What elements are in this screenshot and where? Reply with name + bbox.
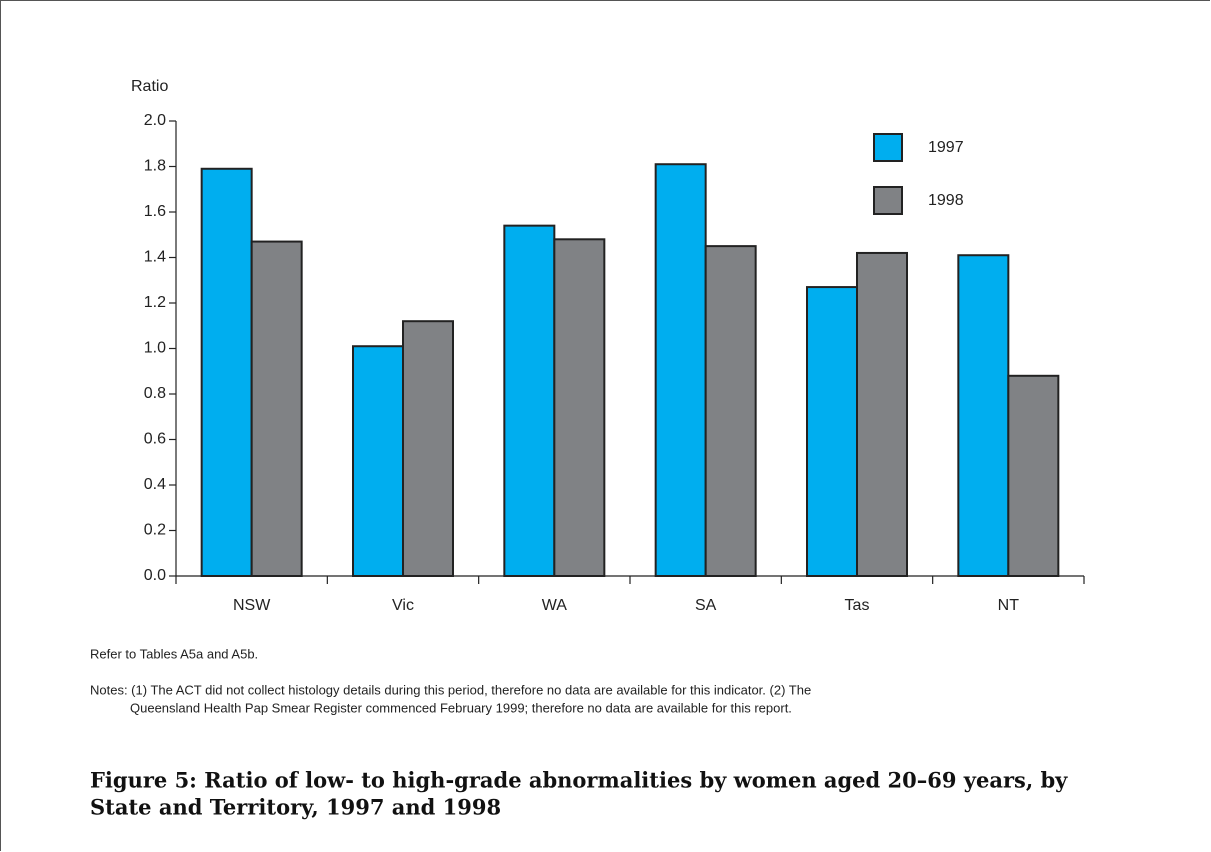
y-tick-label: 1.6	[144, 203, 166, 220]
bar	[503, 224, 556, 577]
bar	[553, 238, 606, 578]
bar	[352, 345, 404, 577]
x-tick-label: Vic	[392, 597, 414, 614]
y-tick-label: 0.0	[144, 567, 166, 584]
bar	[250, 240, 303, 577]
caption-line: State and Territory, 1997 and 1998	[90, 795, 501, 820]
notes-line: Notes: (1) The ACT did not collect histo…	[90, 682, 811, 697]
y-tick-label: 0.2	[144, 522, 166, 539]
legend-label: 1998	[928, 192, 964, 209]
y-tick-label: 1.0	[144, 340, 166, 357]
x-tick-label: WA	[542, 597, 568, 614]
y-tick-label: 1.8	[144, 158, 166, 175]
bar	[200, 167, 253, 577]
bar	[654, 163, 707, 577]
caption-line: Figure 5: Ratio of low- to high-grade ab…	[90, 768, 1068, 793]
y-tick-label: 1.4	[144, 249, 166, 266]
bar	[402, 320, 454, 578]
source-note: Refer to Tables A5a and A5b.	[90, 646, 258, 661]
legend-swatch	[873, 186, 903, 215]
bar	[1007, 374, 1060, 577]
y-tick-label: 0.6	[144, 431, 166, 448]
bar	[806, 286, 858, 577]
notes-line: Queensland Health Pap Smear Register com…	[130, 700, 792, 715]
y-axis-label: Ratio	[131, 78, 168, 95]
bar	[957, 254, 1010, 577]
y-tick-label: 0.8	[144, 385, 166, 402]
bar	[704, 245, 757, 577]
x-tick-label: SA	[695, 597, 717, 614]
legend-label: 1997	[928, 139, 964, 156]
x-tick-label: NT	[998, 597, 1020, 614]
y-tick-label: 2.0	[144, 112, 166, 129]
x-tick-label: Tas	[845, 597, 870, 614]
legend-swatch	[873, 133, 903, 162]
y-tick-label: 0.4	[144, 476, 166, 493]
bar	[856, 251, 908, 577]
x-tick-label: NSW	[233, 597, 271, 614]
y-tick-label: 1.2	[144, 294, 166, 311]
